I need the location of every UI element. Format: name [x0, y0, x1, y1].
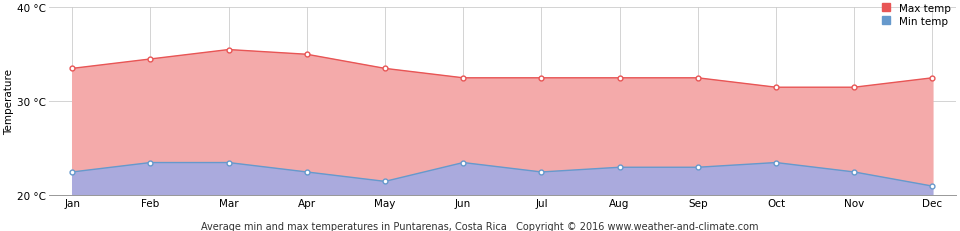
Legend: Max temp, Min temp: Max temp, Min temp	[882, 4, 950, 27]
Text: Average min and max temperatures in Puntarenas, Costa Rica   Copyright © 2016 ww: Average min and max temperatures in Punt…	[202, 221, 758, 231]
Y-axis label: Temperature: Temperature	[4, 69, 14, 135]
